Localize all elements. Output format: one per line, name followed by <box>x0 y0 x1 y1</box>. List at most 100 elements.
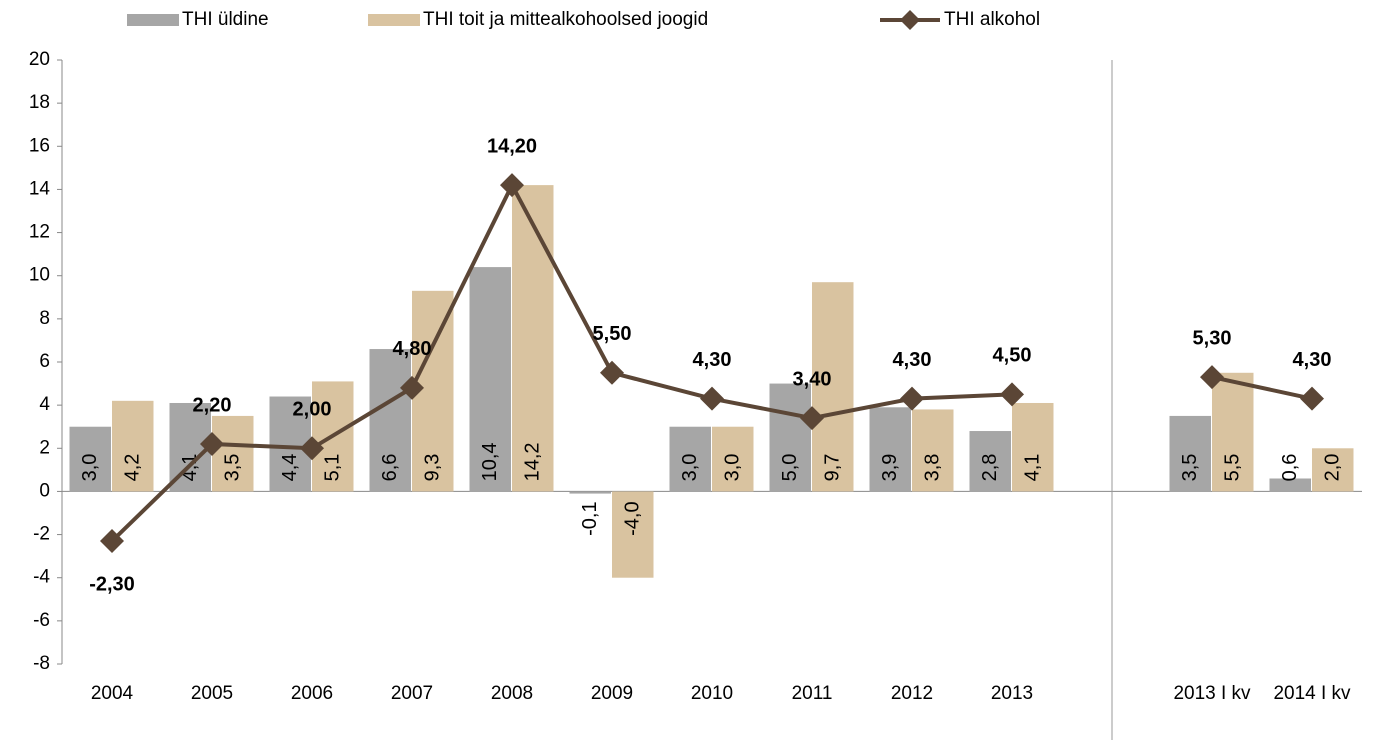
bar-value-label: 10,4 <box>479 442 501 481</box>
bar-value-label: 3,0 <box>722 454 744 482</box>
bar <box>469 267 511 492</box>
x-tick-label: 2008 <box>490 683 534 704</box>
bar-value-label: 6,6 <box>379 454 401 482</box>
line-marker <box>400 375 424 400</box>
x-tick-label: 2010 <box>690 683 734 704</box>
x-tick-label: 2006 <box>290 683 334 704</box>
legend-swatch <box>127 14 179 26</box>
y-tick-label: 20 <box>29 49 50 70</box>
bar <box>512 185 554 492</box>
bar-value-label: 4,4 <box>279 454 301 482</box>
bar <box>969 431 1011 492</box>
bar-value-label: -0,1 <box>579 501 601 535</box>
bar <box>1012 402 1054 492</box>
bar <box>769 383 811 492</box>
bar <box>112 400 154 492</box>
bar <box>669 426 711 492</box>
line-marker <box>700 386 724 411</box>
bar-value-label: 0,6 <box>1279 454 1301 482</box>
bar-value-label: 3,0 <box>79 454 101 482</box>
y-tick-label: 4 <box>39 394 50 415</box>
bar-value-label: 2,0 <box>1322 454 1344 482</box>
bar-value-label: 2,8 <box>979 454 1001 482</box>
line-marker <box>500 173 524 198</box>
line-value-label: -2,30 <box>89 573 135 595</box>
bar <box>1169 415 1211 492</box>
x-tick-label: 2009 <box>590 683 634 704</box>
bar <box>869 407 911 492</box>
line-marker <box>200 431 224 456</box>
y-tick-label: 10 <box>29 265 50 286</box>
x-tick-label: 2011 <box>791 683 833 704</box>
line-value-label: 2,20 <box>193 394 232 416</box>
y-tick-label: -2 <box>33 524 50 545</box>
bar-value-label: 3,8 <box>922 454 944 482</box>
y-tick-label: 2 <box>39 437 50 458</box>
bar-value-label: 3,5 <box>222 454 244 482</box>
line-value-label: 3,40 <box>793 368 832 390</box>
line-marker <box>900 386 924 411</box>
bar <box>612 491 654 578</box>
bar <box>1312 448 1354 492</box>
bar-value-label: 4,2 <box>122 454 144 482</box>
bar-value-label: 3,5 <box>1179 454 1201 482</box>
line-marker <box>100 529 124 554</box>
line-marker <box>1300 386 1324 411</box>
line-value-label: 5,50 <box>593 323 632 345</box>
legend-label: THI alkohol <box>944 9 1040 30</box>
x-tick-label: 2004 <box>90 683 134 704</box>
x-tick-label: 2012 <box>890 683 934 704</box>
bar-value-label: 14,2 <box>522 442 544 481</box>
legend-swatch <box>368 14 420 26</box>
x-tick-label: 2013 <box>990 683 1034 704</box>
bar <box>1269 478 1311 492</box>
x-tick-label: 2014 I kv <box>1273 683 1351 704</box>
bar-value-label: 9,7 <box>822 454 844 482</box>
line-value-label: 4,30 <box>693 349 732 371</box>
bar <box>69 426 111 492</box>
line-value-label: 4,30 <box>1293 349 1332 371</box>
bar <box>912 409 954 492</box>
line-value-label: 4,50 <box>993 345 1032 367</box>
line-value-label: 14,20 <box>487 135 537 157</box>
bar-value-label: 9,3 <box>422 454 444 482</box>
y-tick-label: 16 <box>29 135 50 156</box>
bar <box>269 396 311 492</box>
line-marker <box>600 360 624 385</box>
bar <box>212 415 254 492</box>
y-tick-label: 18 <box>29 92 50 113</box>
bar <box>369 349 411 492</box>
bar-value-label: 5,0 <box>779 454 801 482</box>
x-tick-label: 2005 <box>190 683 234 704</box>
bar-value-label: 5,1 <box>322 454 344 482</box>
line-value-label: 4,80 <box>393 338 432 360</box>
y-tick-label: 0 <box>39 480 50 501</box>
line-marker <box>1200 365 1224 390</box>
y-tick-label: 8 <box>39 308 50 329</box>
bar <box>1212 372 1254 492</box>
line-value-label: 2,00 <box>293 399 332 421</box>
line-marker <box>800 406 824 431</box>
bar <box>812 282 854 492</box>
y-tick-label: -8 <box>33 653 50 674</box>
line-value-label: 4,30 <box>893 349 932 371</box>
legend-label: THI üldine <box>182 9 269 30</box>
line <box>110 180 1313 543</box>
legend-label: THI toit ja mittealkohoolsed joogid <box>423 9 708 30</box>
bar <box>712 426 754 492</box>
y-tick-label: 6 <box>39 351 50 372</box>
bar-value-label: -4,0 <box>622 501 644 535</box>
y-tick-label: -4 <box>33 567 50 588</box>
y-tick-label: -6 <box>33 610 50 631</box>
x-tick-label: 2007 <box>390 683 434 704</box>
bar-value-label: 3,9 <box>879 454 901 482</box>
line-value-label: 5,30 <box>1193 327 1232 349</box>
line-marker <box>300 436 324 461</box>
legend-marker <box>900 10 920 30</box>
y-tick-label: 14 <box>29 178 51 199</box>
bar-value-label: 3,0 <box>679 454 701 482</box>
x-tick-label: 2013 I kv <box>1173 683 1251 704</box>
bar <box>569 491 611 494</box>
